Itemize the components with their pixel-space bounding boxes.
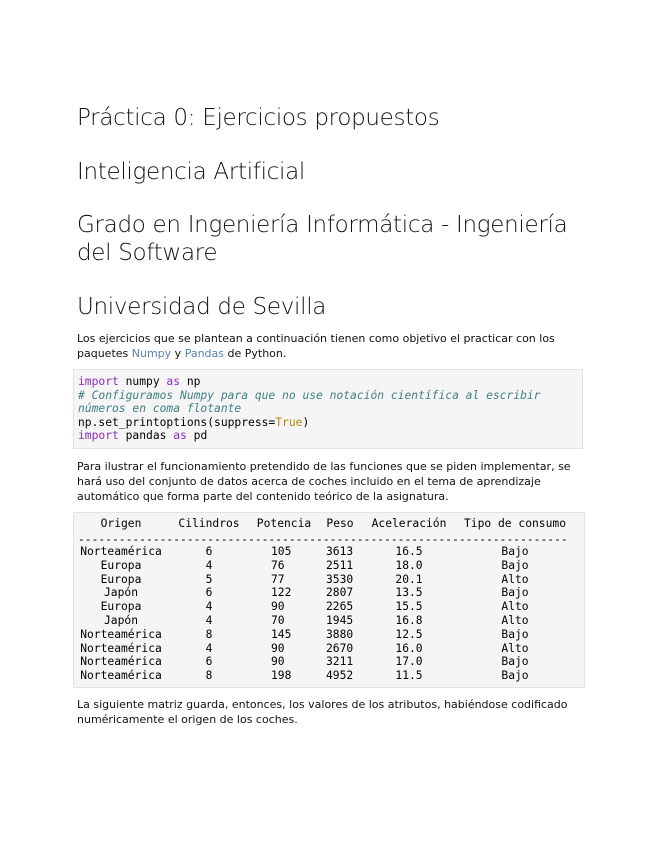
cell-power: 76 — [271, 558, 285, 572]
cell-cylinders: 6 — [205, 586, 213, 600]
cell-consumption: Alto — [501, 572, 529, 586]
cell-origin: Japón — [103, 614, 139, 627]
cell-cylinders: 4 — [205, 614, 213, 627]
table-row: Norteamérica 4 90 2670 16.0 Alto — [74, 642, 584, 656]
code-comment: # Configuramos Numpy para que no use not… — [78, 388, 541, 402]
cell-acceleration: 16.0 — [395, 641, 423, 655]
cell-cylinders: 6 — [205, 655, 213, 669]
cell-acceleration: 13.5 — [395, 586, 423, 600]
table-row: Europa 4 90 2265 15.5 Alto — [74, 600, 584, 614]
cell-power: 122 — [271, 586, 292, 600]
cell-consumption: Bajo — [501, 586, 529, 600]
description-paragraph: Para ilustrar el funcionamiento pretendi… — [77, 460, 571, 503]
cell-acceleration: 20.1 — [395, 572, 423, 586]
cell-consumption: Alto — [501, 614, 529, 627]
cell-origin: Europa — [100, 572, 142, 586]
cell-origin: Europa — [100, 600, 142, 614]
cell-consumption: Alto — [501, 641, 529, 655]
cell-origin: Norteamérica — [80, 655, 162, 669]
cell-power: 70 — [271, 614, 285, 627]
subtitle-course: Inteligencia Artificial — [77, 159, 305, 185]
cell-weight: 2511 — [326, 558, 354, 572]
cell-cylinders: 4 — [205, 641, 213, 655]
subtitle-degree: Grado en Ingeniería Informática - Ingeni… — [77, 212, 568, 266]
cell-weight: 3530 — [326, 572, 354, 586]
table-row: Norteamérica 8 145 3880 12.5 Bajo — [74, 628, 584, 642]
intro-text: de Python. — [224, 347, 287, 360]
cell-acceleration: 16.8 — [395, 614, 423, 627]
cell-consumption: Tipo de consumo — [463, 517, 567, 530]
cell-consumption: Bajo — [501, 545, 529, 558]
cell-cylinders: 8 — [205, 669, 213, 683]
cell-origin: Norteamérica — [80, 669, 162, 683]
cell-acceleration: 11.5 — [395, 669, 423, 683]
cell-consumption: Bajo — [501, 558, 529, 572]
cell-acceleration: 18.0 — [395, 558, 423, 572]
cell-acceleration: 17.0 — [395, 655, 423, 669]
cell-power: 77 — [271, 572, 285, 586]
table-separator: ----------------------------------------… — [78, 533, 568, 546]
cell-acceleration: 15.5 — [395, 600, 423, 614]
cell-weight: 1945 — [326, 614, 354, 627]
cell-cylinders: 5 — [205, 572, 213, 586]
cell-power: 198 — [271, 669, 292, 683]
matrix-paragraph: La siguiente matriz guarda, entonces, lo… — [77, 698, 568, 726]
code-comment: números en coma flotante — [78, 402, 242, 415]
cell-weight: 2265 — [326, 600, 354, 614]
code-line: np.set_printoptions(suppress=True) — [78, 415, 310, 429]
cell-power: 105 — [271, 545, 292, 558]
cell-weight: Peso — [326, 517, 354, 530]
cell-consumption: Alto — [501, 600, 529, 614]
intro-text: y — [171, 347, 185, 360]
table-row: Norteamérica 6 105 3613 16.5 Bajo — [74, 545, 584, 559]
cell-acceleration: 12.5 — [395, 627, 423, 641]
cell-origin: Norteamérica — [80, 545, 162, 558]
cell-origin: Norteamérica — [80, 627, 162, 641]
cell-origin: Europa — [100, 558, 142, 572]
cell-consumption: Bajo — [501, 669, 529, 683]
cell-weight: 4952 — [326, 669, 354, 683]
table-row: Japón 4 70 1945 16.8 Alto — [74, 614, 584, 628]
cell-weight: 3613 — [326, 545, 354, 558]
cell-consumption: Bajo — [501, 655, 529, 669]
table-header: Origen Cilindros Potencia Peso Aceleración Ti… — [74, 517, 584, 531]
table-row: Europa 5 77 3530 20.1 Alto — [74, 573, 584, 587]
cell-acceleration: 16.5 — [395, 545, 423, 558]
cell-power: 90 — [271, 641, 285, 655]
cell-cylinders: 4 — [205, 600, 213, 614]
subtitle-university: Universidad de Sevilla — [77, 294, 327, 320]
table-row: Japón 6 122 2807 13.5 Bajo — [74, 586, 584, 600]
intro-text: Los ejercicios que se plantean a continu… — [77, 332, 555, 360]
table-row: Norteamérica 8 198 4952 11.5 Bajo — [74, 669, 584, 683]
intro-paragraph: Los ejercicios que se plantean a continu… — [77, 331, 577, 361]
cell-origin: Norteamérica — [80, 641, 162, 655]
data-table-output: Origen Cilindros Potencia Peso Aceleración Ti… — [73, 512, 585, 688]
cell-power: 145 — [271, 627, 292, 641]
table-row: Norteamérica 6 90 3211 17.0 Bajo — [74, 655, 584, 669]
table-row: Europa 4 76 2511 18.0 Bajo — [74, 559, 584, 573]
cell-cylinders: Cilindros — [178, 517, 240, 530]
cell-weight: 2807 — [326, 586, 354, 600]
cell-cylinders: 6 — [205, 545, 213, 558]
pandas-link[interactable]: Pandas — [184, 347, 225, 360]
code-cell[interactable]: import numpy as np # Configuramos Numpy p… — [73, 369, 583, 449]
cell-acceleration: Aceleración — [371, 517, 447, 530]
cell-power: Potencia — [256, 517, 312, 530]
title: Práctica 0: Ejercicios propuestos — [77, 105, 440, 131]
cell-power: 90 — [271, 600, 285, 614]
cell-origin: Japón — [103, 586, 139, 600]
cell-weight: 3880 — [326, 627, 354, 641]
cell-cylinders: 4 — [205, 558, 213, 572]
code-line: import pandas as pd — [78, 429, 208, 442]
cell-cylinders: 8 — [205, 627, 213, 641]
code-line: import numpy as np — [78, 375, 201, 388]
cell-weight: 3211 — [326, 655, 354, 669]
cell-origin: Origen — [100, 517, 142, 530]
cell-power: 90 — [271, 655, 285, 669]
cell-weight: 2670 — [326, 641, 354, 655]
numpy-link[interactable]: Numpy — [131, 347, 172, 360]
cell-consumption: Bajo — [501, 627, 529, 641]
